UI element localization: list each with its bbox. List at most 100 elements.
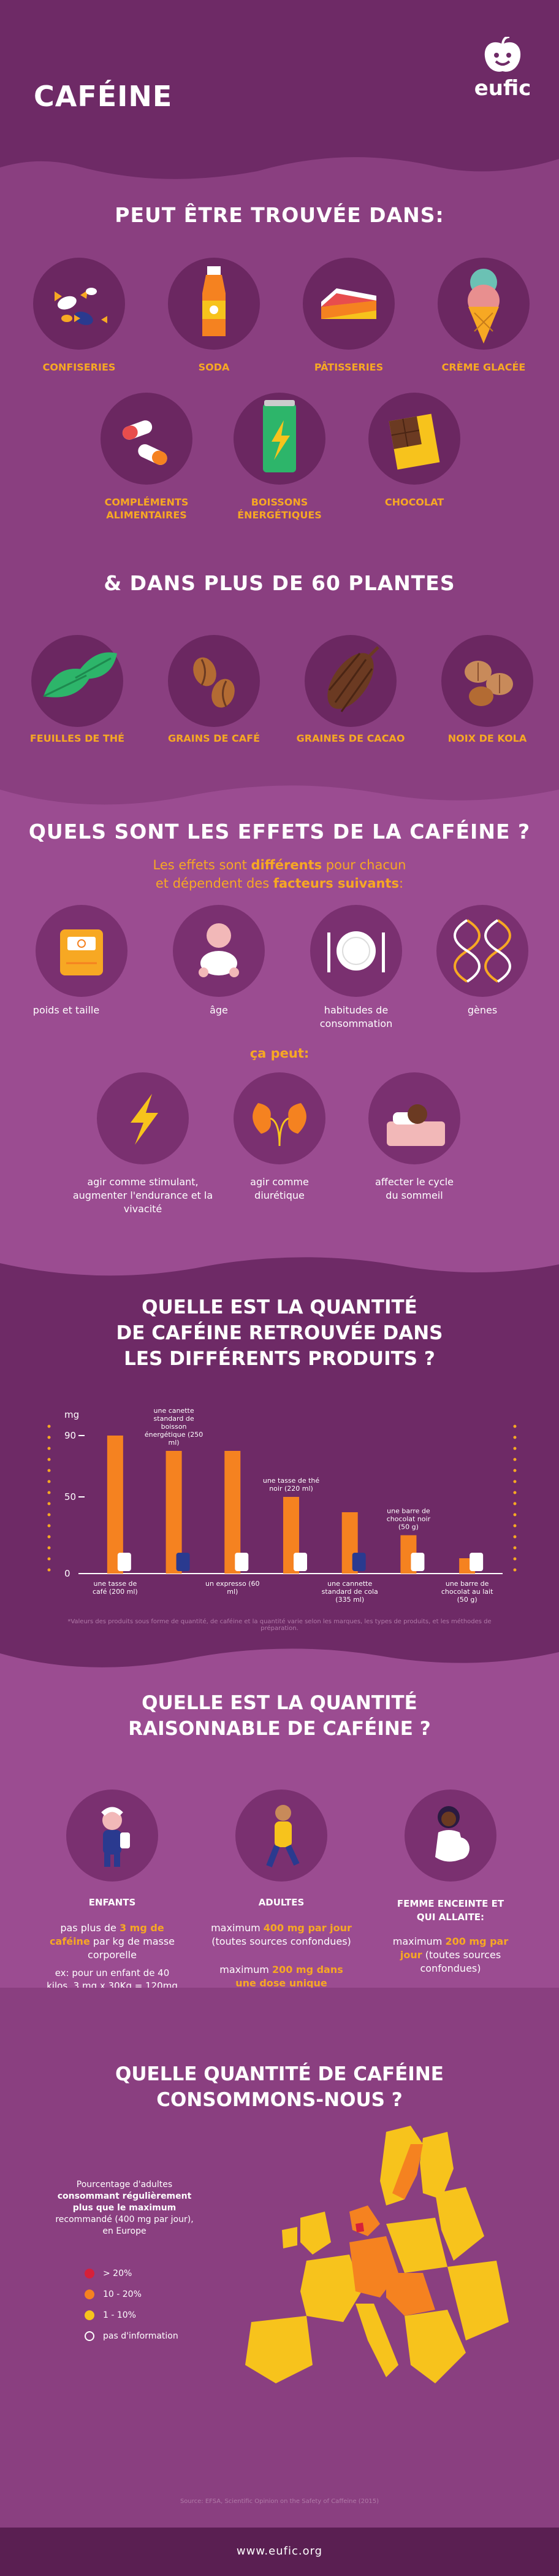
result-stimulant: agir comme stimulant, augmenter l'endura…	[72, 1176, 213, 1215]
footer: www.eufic.org	[0, 2528, 559, 2576]
women-title: FEMME ENCEINTE ET QUI ALLAITE:	[397, 1898, 504, 1923]
axis-dot	[47, 1513, 51, 1517]
factor-habits: habitudes de consommation	[319, 1004, 393, 1029]
adults-text1: maximum 400 mg par jour (toutes sources …	[211, 1922, 352, 1947]
product-icon	[294, 1553, 307, 1571]
category-label: une canette standard de boisson énergétique…	[145, 1407, 203, 1447]
axis-dot	[513, 1491, 517, 1494]
map-denmark-area	[349, 2205, 380, 2236]
y-tick-label: 90	[64, 1430, 76, 1441]
label-kola: NOIX DE KOLA	[447, 732, 527, 744]
y-tick-label: 50	[64, 1491, 76, 1502]
legend-item: 1 - 10%	[85, 2309, 178, 2321]
label-pastry: PÂTISSERIES	[314, 361, 384, 373]
header: CAFÉINE eufic	[0, 0, 559, 153]
sources-title: PEUT ÊTRE TROUVÉE DANS:	[115, 203, 444, 227]
axis-dot	[47, 1480, 51, 1483]
coffee-beans-icon	[193, 657, 235, 708]
category-label: une tasse de thé noir (220 ml)	[263, 1477, 320, 1493]
effects-subtitle: Les effets sont différents pour chacun e…	[153, 858, 406, 891]
axis-dot	[47, 1469, 51, 1472]
legend-item: pas d'information	[85, 2330, 178, 2342]
category-label: un expresso (60 ml)	[205, 1580, 260, 1596]
axis-dot	[513, 1513, 517, 1517]
can-label: ça peut:	[249, 1046, 310, 1061]
page-title: CAFÉINE	[34, 80, 173, 113]
axis-dot	[513, 1436, 517, 1439]
candy-icon	[55, 288, 107, 325]
caffeine-bar-chart: mg 0 50 90 une tasse de café (200 ml) une cane…	[47, 1407, 517, 1604]
label-candy: CONFISERIES	[42, 361, 116, 373]
soda-bottle-icon	[202, 266, 226, 336]
category-label: une cannette standard de cola (335 ml)	[322, 1580, 378, 1604]
cake-slice-icon	[321, 288, 376, 319]
consumption-title: QUELLE QUANTITÉ DE CAFÉINE CONSOMMONS-NO…	[115, 2063, 444, 2111]
pastry-circle	[303, 258, 395, 350]
footer-link[interactable]: www.eufic.org	[236, 2545, 323, 2558]
map-east	[435, 2187, 484, 2261]
brand-name: eufic	[474, 76, 531, 101]
eufic-logo[interactable]: eufic	[472, 37, 533, 101]
effects-title: QUELS SONT LES EFFETS DE LA CAFÉINE ?	[28, 820, 531, 844]
chart-bar	[107, 1436, 123, 1574]
sources-section: PEUT ÊTRE TROUVÉE DANS: CONFISERIES SODA…	[0, 153, 559, 558]
label-coffee: GRAINS DE CAFÉ	[167, 732, 260, 744]
map-italy	[356, 2304, 398, 2377]
adults-title: ADULTES	[258, 1897, 305, 1908]
map-uk	[300, 2212, 331, 2255]
sleep-icon	[387, 1104, 445, 1146]
axis-dot	[47, 1436, 51, 1439]
stimulant-circle	[97, 1072, 189, 1164]
legend-item: > 20%	[85, 2267, 178, 2280]
product-icon	[352, 1553, 366, 1571]
label-chocolate: CHOCOLAT	[384, 496, 444, 508]
legend-swatch	[85, 2331, 94, 2341]
reasonable-title: QUELLE EST LA QUANTITÉ RAISONNABLE DE CA…	[128, 1692, 431, 1740]
child-icon	[101, 1807, 130, 1867]
supplements-circle	[101, 393, 192, 485]
plate-circle	[310, 905, 402, 997]
plants-title: & DANS PLUS DE 60 PLANTES	[104, 571, 455, 595]
coffee-circle	[168, 635, 260, 727]
result-diuretic: agir comme diurétique	[250, 1176, 309, 1201]
energy-can-icon	[263, 400, 296, 472]
axis-dot	[47, 1524, 51, 1528]
legend-intro: Pourcentage d'adultes consommant réguliè…	[55, 2180, 194, 2236]
women-text: maximum 200 mg par jour (toutes sources …	[392, 1936, 509, 1974]
scale-icon	[60, 929, 103, 975]
children-text: pas plus de 3 mg de caféine par kg de ma…	[49, 1922, 175, 1961]
map-romania	[447, 2261, 509, 2340]
axis-dot	[47, 1546, 51, 1550]
cacao-pod-icon	[327, 646, 379, 712]
tea-leaves-icon	[43, 652, 117, 698]
map-denmark	[356, 2223, 364, 2232]
axis-dot	[47, 1424, 51, 1428]
kidneys-icon	[253, 1103, 306, 1147]
kola-nuts-icon	[465, 661, 513, 706]
product-icon	[117, 1553, 131, 1571]
axis-dot	[47, 1458, 51, 1461]
factor-age: âge	[210, 1004, 228, 1016]
energy-drink-circle	[234, 393, 325, 485]
axis-dot	[513, 1502, 517, 1505]
lightning-icon	[131, 1094, 158, 1145]
plants-section: & DANS PLUS DE 60 PLANTES FEUILLES DE TH…	[0, 558, 559, 779]
diuretic-circle	[234, 1072, 325, 1164]
chocolate-bar-icon	[389, 413, 440, 470]
factor-weight: poids et taille	[32, 1004, 100, 1016]
pills-icon	[122, 420, 167, 465]
axis-dot	[513, 1546, 517, 1550]
axis-dot	[513, 1447, 517, 1450]
label-energy: BOISSONS ÉNERGÉTIQUES	[237, 496, 322, 521]
genes-circle	[436, 905, 528, 997]
map-legend: > 20% 10 - 20% 1 - 10% pas d'information	[85, 2267, 178, 2342]
child-circle	[66, 1790, 158, 1882]
europe-map	[245, 2126, 509, 2383]
chocolate-circle	[368, 393, 460, 485]
y-tick-label: 0	[64, 1568, 70, 1579]
axis-dot	[47, 1491, 51, 1494]
pregnant-woman-icon	[435, 1806, 470, 1862]
map-sweden	[392, 2144, 423, 2199]
icecream-circle	[438, 258, 530, 350]
